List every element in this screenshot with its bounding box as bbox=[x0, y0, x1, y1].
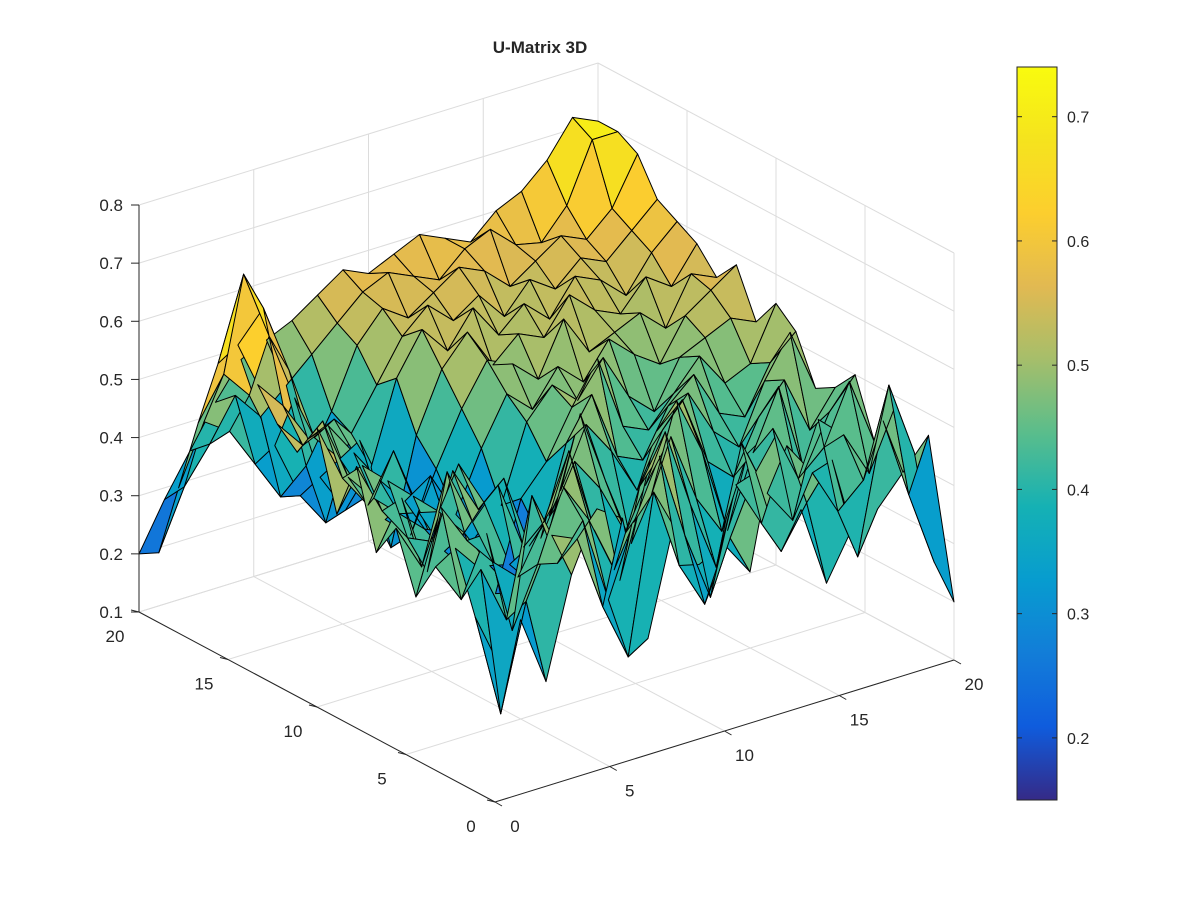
colorbar-tick-label: 0.5 bbox=[1067, 358, 1089, 375]
surface-plot bbox=[138, 116, 955, 715]
x-tick-mark bbox=[953, 659, 962, 665]
y-tick-label: 5 bbox=[377, 770, 386, 789]
surface-patch bbox=[908, 434, 955, 603]
y-tick-label: 10 bbox=[284, 722, 303, 741]
y-tick-mark bbox=[397, 752, 407, 755]
colorbar-gradient bbox=[1016, 66, 1058, 801]
side-wall-grid-horizontal bbox=[597, 120, 955, 312]
z-tick-label: 0.8 bbox=[99, 196, 123, 215]
z-tick-label: 0.5 bbox=[99, 370, 123, 389]
x-tick-mark bbox=[494, 801, 503, 807]
colorbar-tick-label: 0.6 bbox=[1067, 234, 1089, 251]
z-tick-label: 0.4 bbox=[99, 429, 123, 448]
x-tick-label: 20 bbox=[965, 675, 984, 694]
side-wall-grid-horizontal bbox=[597, 62, 955, 254]
z-tick-label: 0.2 bbox=[99, 545, 123, 564]
floor-grid-line-y bbox=[405, 612, 866, 755]
y-tick-mark bbox=[219, 657, 229, 660]
y-tick-mark bbox=[308, 704, 318, 708]
back-wall-grid-horizontal bbox=[138, 120, 599, 264]
y-tick-label: 15 bbox=[195, 675, 214, 694]
x-tick-label: 10 bbox=[735, 746, 754, 765]
back-wall-grid-horizontal bbox=[138, 62, 599, 206]
colorbar-tick-label: 0.7 bbox=[1067, 110, 1089, 127]
chart-title: U-Matrix 3D bbox=[493, 38, 587, 57]
colorbar-tick-label: 0.3 bbox=[1067, 607, 1089, 624]
z-tick-label: 0.7 bbox=[99, 254, 123, 273]
x-tick-mark bbox=[839, 695, 847, 700]
z-tick-label: 0.6 bbox=[99, 312, 123, 331]
z-tick-label: 0.3 bbox=[99, 487, 123, 506]
colorbar-tick-label: 0.4 bbox=[1067, 482, 1089, 499]
y-tick-label: 0 bbox=[466, 817, 475, 836]
axis-ticks: 0 5 10 15 20 0 5 10 15 20 0.1 0.2 0.3 0.4 0.5 0.6 0.7 0.8 bbox=[99, 196, 983, 836]
x-tick-label: 15 bbox=[850, 711, 869, 730]
colorbar-tick-label: 0.2 bbox=[1067, 731, 1089, 748]
z-tick-label: 0.1 bbox=[99, 603, 123, 622]
x-tick-mark bbox=[609, 766, 617, 771]
y-tick-label: 20 bbox=[106, 627, 125, 646]
x-tick-mark bbox=[724, 730, 732, 736]
y-tick-mark bbox=[486, 799, 496, 803]
x-tick-label: 0 bbox=[510, 817, 519, 836]
x-tick-label: 5 bbox=[625, 782, 634, 801]
colorbar: 0.2 0.3 0.4 0.5 0.6 0.7 bbox=[1016, 66, 1089, 801]
